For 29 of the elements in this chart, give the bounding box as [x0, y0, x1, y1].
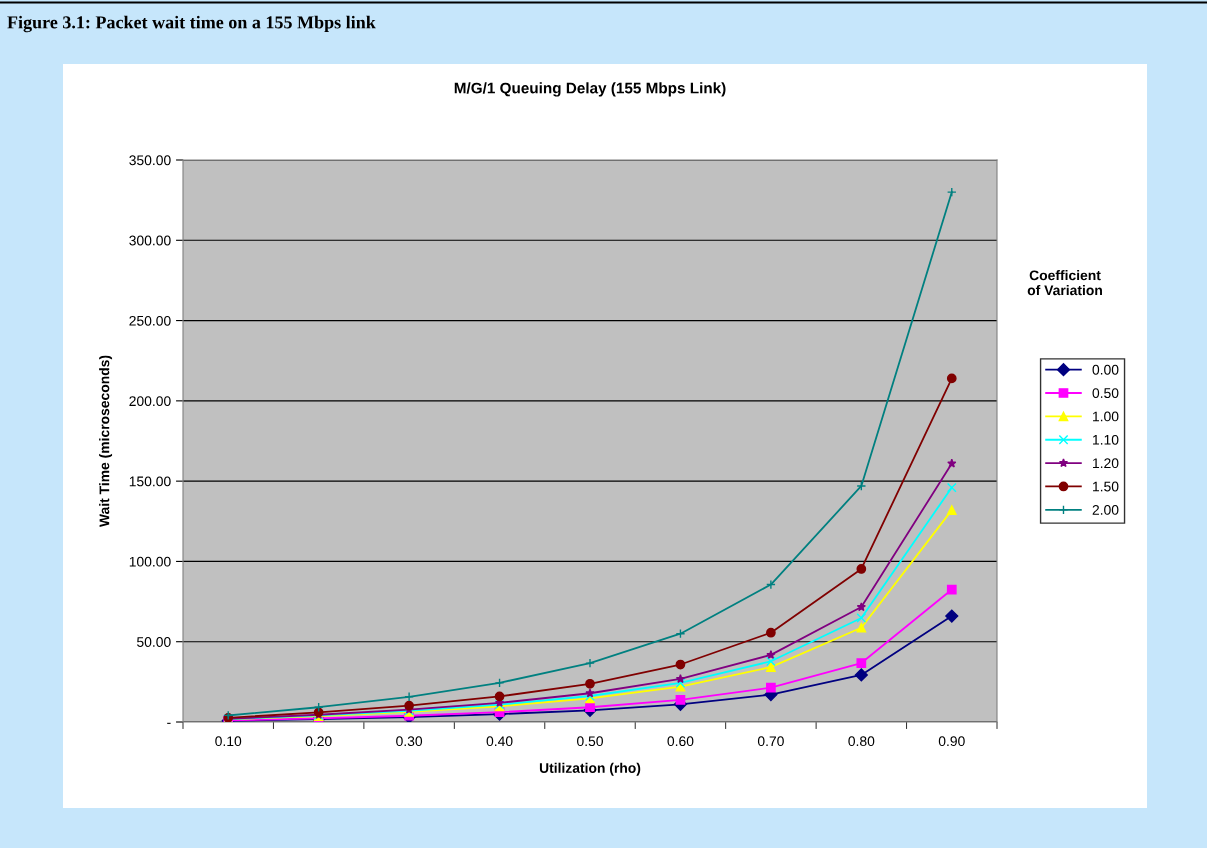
y-tick-label: 150.00	[129, 476, 171, 487]
y-tick-label: 200.00	[129, 396, 171, 407]
x-tick-label: 0.30	[396, 736, 423, 747]
y-tick-label: 100.00	[129, 556, 171, 567]
legend-label: 1.10	[1093, 434, 1119, 445]
y-tick-label: -	[167, 722, 171, 724]
y-tick-label: 50.00	[137, 637, 171, 647]
x-tick-label: 0.90	[938, 736, 965, 747]
legend-label: 1.20	[1093, 458, 1119, 469]
y-tick-label: 350.00	[129, 155, 171, 166]
legend-title: Coefficient of Variation	[1027, 270, 1102, 296]
y-axis-title: Wait Time (microseconds)	[99, 355, 113, 528]
legend-label: 0.50	[1092, 388, 1119, 398]
x-tick-label: 0.40	[486, 736, 513, 747]
y-tick-label: 300.00	[129, 235, 171, 246]
legend-label: 1.50	[1093, 481, 1119, 492]
x-tick-label: 0.70	[757, 736, 784, 747]
x-tick-label: 0.50	[577, 736, 603, 747]
x-axis-title: Utilization (rho)	[539, 762, 641, 776]
x-tick-label: 0.10	[215, 736, 242, 747]
legend-label: 1.00	[1093, 411, 1119, 422]
legend-label: 0.00	[1092, 364, 1119, 375]
x-tick-label: 0.80	[848, 736, 875, 747]
legend-label: 2.00	[1092, 504, 1119, 515]
y-tick-label: 250.00	[129, 315, 171, 326]
x-tick-label: 0.60	[667, 736, 694, 747]
chart-title: Figure 3.1: Packet wait time on a 155 Mbps link	[7, 15, 376, 33]
x-tick-label: 0.20	[305, 736, 332, 747]
chart-subtitle: M/G/1 Queuing Delay (155 Mbps Link)	[454, 82, 726, 97]
